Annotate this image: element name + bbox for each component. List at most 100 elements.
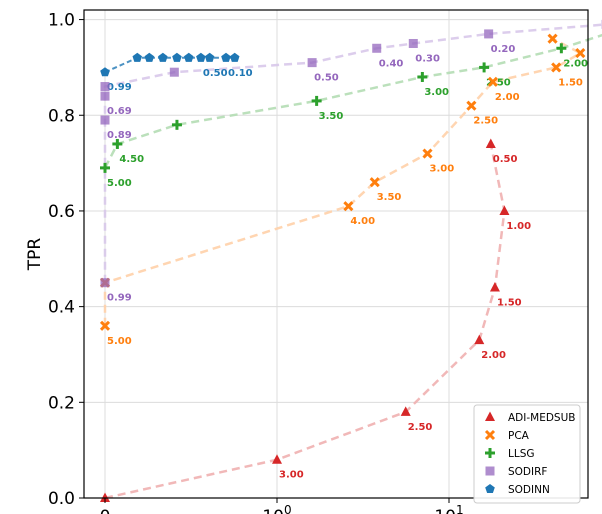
legend-label: LLSG [508, 448, 535, 460]
pentagon-marker [184, 52, 194, 62]
series-markers [99, 19, 602, 502]
point-label: 0.50 [493, 154, 518, 165]
square-marker [100, 91, 110, 101]
x-marker [484, 429, 496, 441]
x-marker-stroke [484, 429, 496, 441]
axes: 0.00.20.40.60.81.00100101102TPR [25, 9, 589, 514]
pentagon-marker [172, 52, 182, 62]
square-marker [100, 115, 110, 125]
point-label: 5.00 [107, 336, 132, 347]
y-axis-label: TPR [25, 238, 45, 272]
point-label: 3.50 [319, 111, 344, 122]
point-label: 4.00 [350, 216, 375, 227]
pentagon-marker [485, 484, 495, 493]
point-label: 3.00 [430, 164, 455, 175]
x-marker [547, 33, 558, 44]
point-label: 0.30 [415, 53, 440, 64]
point-label: 2.50 [473, 116, 498, 127]
series-line [103, 37, 583, 326]
x-marker-stroke [487, 76, 498, 87]
plus-marker [171, 119, 182, 130]
legend-entry: PCA [484, 429, 530, 442]
legend-entry: SODIRF [485, 466, 547, 478]
series-line [103, 33, 602, 169]
x-marker [369, 177, 380, 188]
point-label: 0.40 [379, 58, 404, 69]
x-marker [551, 62, 562, 73]
square-marker [307, 58, 317, 68]
x-marker-stroke [575, 47, 586, 59]
point-label: 1.50 [497, 297, 522, 308]
square-marker [485, 466, 495, 476]
square-marker [169, 67, 179, 77]
point-label: 0.20 [491, 44, 516, 55]
x-marker-stroke [369, 177, 380, 188]
point-label: 2.50 [408, 422, 433, 433]
x-marker [99, 320, 111, 331]
point-label: 2.50 [486, 77, 511, 88]
triangle-marker [272, 454, 282, 464]
y-tick-label: 0.4 [48, 298, 75, 318]
point-label: 4.50 [119, 154, 144, 165]
y-tick-label: 0.0 [48, 489, 75, 509]
x-tick-exponent: 0 [284, 503, 292, 514]
square-marker [100, 82, 110, 92]
legend: ADI-MEDSUB PCA LLSG SODIRF SODINN [473, 404, 581, 504]
legend-label: ADI-MEDSUB [508, 412, 576, 424]
point-label: 0.50 [314, 73, 339, 84]
point-label: 2.00 [495, 92, 520, 103]
point-label: 0.89 [107, 130, 132, 141]
point-label: 2.00 [481, 350, 506, 361]
x-marker [575, 47, 586, 59]
x-marker-stroke [99, 320, 111, 331]
triangle-marker [474, 334, 485, 345]
pentagon-marker [196, 52, 206, 62]
plot-frame [83, 9, 589, 499]
triangle-marker [489, 281, 500, 292]
x-tick-label: 100 [262, 503, 291, 514]
point-label: 3.00 [279, 470, 304, 481]
plus-marker [556, 43, 567, 54]
pentagon-marker [144, 52, 155, 62]
legend-entry: SODINN [485, 484, 550, 496]
y-tick-label: 0.8 [48, 106, 75, 126]
x-marker-stroke [343, 201, 354, 212]
x-marker [466, 100, 477, 111]
legend-label: PCA [508, 430, 530, 442]
series-line [104, 56, 235, 74]
legend-box [473, 404, 581, 504]
x-tick-label: 0 [100, 507, 111, 514]
square-marker [100, 278, 110, 288]
pentagon-marker [158, 52, 168, 62]
legend-label: SODINN [508, 484, 550, 496]
plus-marker [112, 138, 123, 149]
triangle-marker [100, 492, 110, 502]
legend-entry: ADI-MEDSUB [485, 411, 576, 424]
point-label: 1.00 [506, 221, 531, 232]
pentagon-marker [100, 67, 110, 77]
plus-marker [100, 162, 110, 173]
grid [84, 10, 588, 499]
plus-marker [485, 448, 495, 458]
x-marker [487, 76, 498, 87]
x-marker [343, 201, 354, 212]
plus-marker [311, 95, 322, 106]
triangle-marker [485, 138, 496, 148]
series-line [104, 143, 506, 500]
point-label: 0.50 [203, 68, 228, 79]
x-marker [422, 148, 433, 159]
x-marker-stroke [547, 33, 558, 44]
square-marker [372, 43, 382, 53]
x-tick-exponent: 1 [456, 503, 464, 514]
y-tick-label: 0.2 [48, 393, 75, 413]
point-label: 0.99 [107, 82, 132, 93]
pentagon-marker [221, 52, 231, 62]
point-label: 0.99 [107, 293, 132, 304]
point-label: 2.00 [563, 58, 588, 69]
point-labels: 3.00 2.50 2.00 1.50 1.00 0.50 5.00 4.00 3.50 3.00… [107, 44, 588, 481]
plus-marker [479, 62, 490, 73]
triangle-marker [499, 205, 510, 215]
pentagon-marker [204, 52, 215, 62]
triangle-marker [400, 406, 411, 416]
